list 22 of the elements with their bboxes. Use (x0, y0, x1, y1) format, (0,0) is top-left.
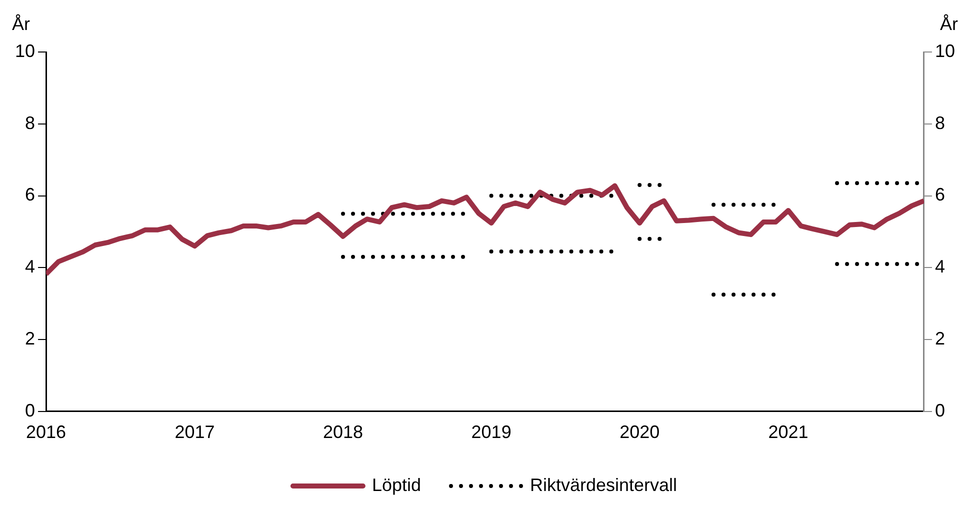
x-tick-label: 2018 (322, 422, 364, 442)
x-tick-label: 2017 (174, 422, 215, 442)
y-tick-label: 8 (25, 112, 36, 133)
y-tick-label: 6 (25, 184, 36, 205)
x-tick-label: 2019 (471, 422, 512, 442)
x-tick-label: 2016 (26, 422, 66, 442)
y-tick-label: 10 (14, 40, 36, 61)
y-axis-title: År (12, 14, 30, 34)
y2-tick-label: 0 (934, 400, 945, 420)
y-tick-label: 2 (25, 328, 36, 348)
y-tick-label: 4 (25, 256, 36, 277)
y-tick-label: 0 (25, 400, 36, 420)
x-tick-label: 2021 (768, 422, 808, 442)
x-tick-label: 2020 (620, 422, 660, 442)
y2-tick-label: 4 (934, 256, 945, 277)
legend-label: Riktvärdesintervall (530, 474, 678, 495)
y2-axis-title: År (940, 14, 958, 34)
y2-tick-label: 6 (934, 184, 945, 205)
y2-tick-label: 10 (934, 40, 956, 61)
legend-label: Löptid (372, 474, 421, 495)
y2-tick-label: 2 (934, 328, 945, 348)
y2-tick-label: 8 (934, 112, 945, 133)
